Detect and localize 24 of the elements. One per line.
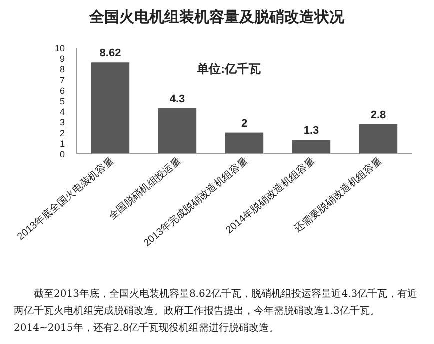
data-label: 1.3: [304, 125, 320, 138]
y-tick-label: 9: [60, 54, 65, 64]
bar: [91, 62, 130, 154]
y-tick-label: 6: [60, 86, 65, 96]
data-label: 2: [241, 118, 248, 130]
data-label: 2.8: [370, 109, 386, 122]
y-tick-label: 3: [60, 118, 65, 128]
bar: [225, 132, 264, 154]
data-label: 8.62: [100, 48, 122, 60]
bar: [359, 124, 398, 154]
data-label: 4.3: [170, 93, 186, 106]
text: 截至2013年底，全国火电装机容量8.62亿千瓦，脱硝机组投运容量近4.3亿千瓦，有近两亿千瓦火电机组完成脱硝改造。政府工作报告提出，今年需脱硝改造1.3亿千瓦。2014~2015年，还有2.8亿千瓦现役机组需进行脱硝改造。: [14, 288, 419, 336]
chart-title: 全国火电机组装机容量及脱硝改造状况: [88, 8, 346, 26]
bar: [292, 140, 331, 154]
y-tick-label: 5: [60, 96, 65, 106]
y-tick-label: 2: [60, 128, 65, 138]
y-tick-label: 0: [60, 150, 65, 160]
y-tick-label: 10: [54, 44, 65, 54]
y-tick-label: 8: [60, 64, 65, 75]
y-tick-label: 4: [60, 107, 65, 118]
annotation: 单位:亿千瓦: [196, 62, 261, 76]
y-tick-label: 1: [60, 138, 65, 149]
y-tick-label: 7: [60, 75, 65, 86]
bar: [158, 108, 197, 154]
